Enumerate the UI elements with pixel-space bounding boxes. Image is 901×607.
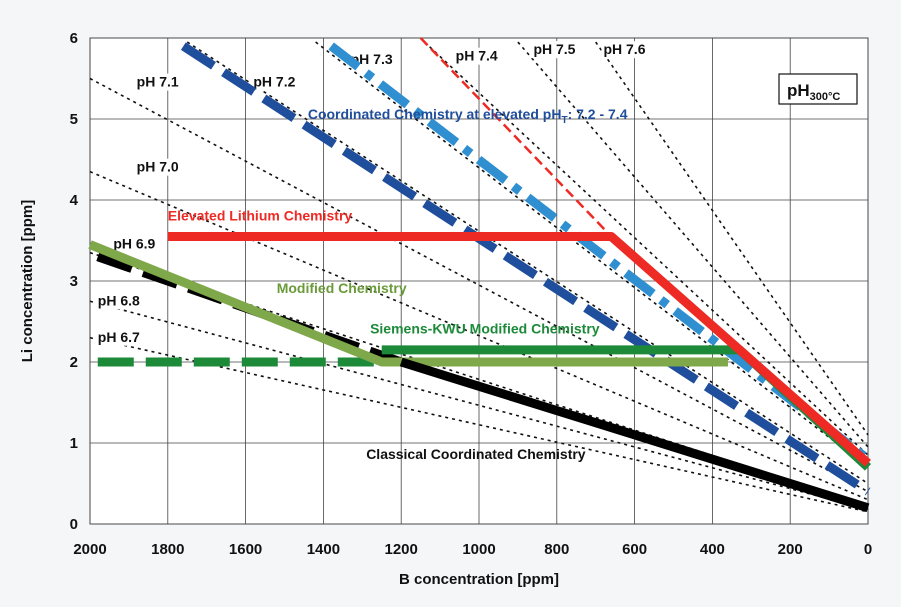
ph-label-bg (134, 158, 181, 176)
ph-label: pH 7.2 (253, 74, 295, 90)
x-tick-label: 800 (544, 541, 569, 558)
ph-line (186, 41, 869, 485)
ph-label: pH 7.0 (137, 159, 179, 175)
x-tick-label: 1200 (385, 541, 418, 558)
series-line (180, 42, 871, 496)
ph-label-bg (601, 41, 648, 59)
x-tick-label: 0 (864, 541, 872, 558)
ph-line (89, 170, 869, 501)
annotation-tail: : 7.2 - 7.4 (568, 106, 628, 122)
annotation-label: Classical Coordinated Chemistry (366, 446, 586, 462)
ph-box-sub: 300°C (810, 91, 841, 103)
ph-label: pH 6.7 (98, 329, 140, 345)
ph-label: pH 6.9 (113, 236, 155, 252)
y-tick-label: 1 (70, 435, 78, 452)
ph-label: pH 7.6 (603, 41, 645, 57)
ph-label-bg (111, 235, 157, 253)
ph-label: pH 7.5 (533, 41, 575, 57)
ph-label-bg (134, 73, 181, 91)
ph-line (89, 300, 869, 511)
ph-label: pH 7.4 (456, 48, 498, 64)
y-tick-label: 4 (70, 192, 79, 209)
annotations: Coordinated Chemistry at elevated pHT: 7… (168, 106, 628, 462)
x-tick-label: 1000 (462, 541, 495, 558)
x-tick-label: 600 (622, 541, 647, 558)
ph-label: pH 6.8 (98, 292, 140, 308)
ph-line (517, 41, 869, 448)
tick-labels: 2000 1800 1600 1400 1200 1000 800 600 400 200 0012… (70, 30, 873, 558)
y-axis-label: Li concentration [ppm] (19, 200, 36, 363)
ph-box-label: pH300°C (787, 81, 840, 103)
ph-label-bg (95, 328, 142, 346)
x-tick-label: 1600 (229, 541, 262, 558)
ph-temperature-box: pH300°C (778, 73, 858, 105)
annotation-label: Siemens-KWU Modified Chemistry (370, 321, 600, 337)
ph-box-frame (778, 73, 858, 105)
x-tick-label: 400 (700, 541, 725, 558)
y-tick-label: 6 (70, 30, 78, 47)
ph-label-bg (95, 292, 142, 310)
ph-lines: pH 6.7 pH 6.8 pH 6.9 pH 7.0 pH 7.1 pH 7.2 pH 7… (89, 41, 869, 513)
series-line (399, 357, 870, 513)
y-tick-label: 2 (70, 354, 78, 371)
ph-label-bg (453, 47, 500, 65)
annotation-label: Elevated Lithium Chemistry (168, 207, 353, 223)
y-tick-label: 5 (70, 111, 78, 128)
y-tick-label: 0 (70, 516, 78, 533)
series-group (88, 37, 872, 513)
ph-label-bg (251, 73, 297, 91)
x-tick-label: 200 (778, 541, 803, 558)
x-tick-label: 1400 (307, 541, 340, 558)
ph-label-bg (531, 41, 578, 59)
ph-label: pH 7.1 (137, 74, 179, 90)
x-tick-label: 1800 (151, 541, 184, 558)
annotation-label: Coordinated Chemistry at elevated pHT: 7… (308, 106, 628, 126)
ph-label: pH 7.3 (351, 51, 393, 67)
x-tick-label: 2000 (73, 541, 106, 558)
x-axis-label: B concentration [ppm] (399, 571, 559, 588)
y-tick-label: 3 (70, 273, 78, 290)
annotation-label: Modified Chemistry (277, 280, 407, 296)
ph-line (423, 41, 869, 456)
annotation-sub: T (561, 115, 567, 126)
ph-box-main: pH (787, 81, 810, 100)
series-line (88, 240, 728, 367)
grid (89, 37, 869, 525)
annotation-main: Coordinated Chemistry at elevated pH (308, 106, 562, 122)
ph-line (595, 41, 869, 436)
series-line (419, 37, 613, 238)
